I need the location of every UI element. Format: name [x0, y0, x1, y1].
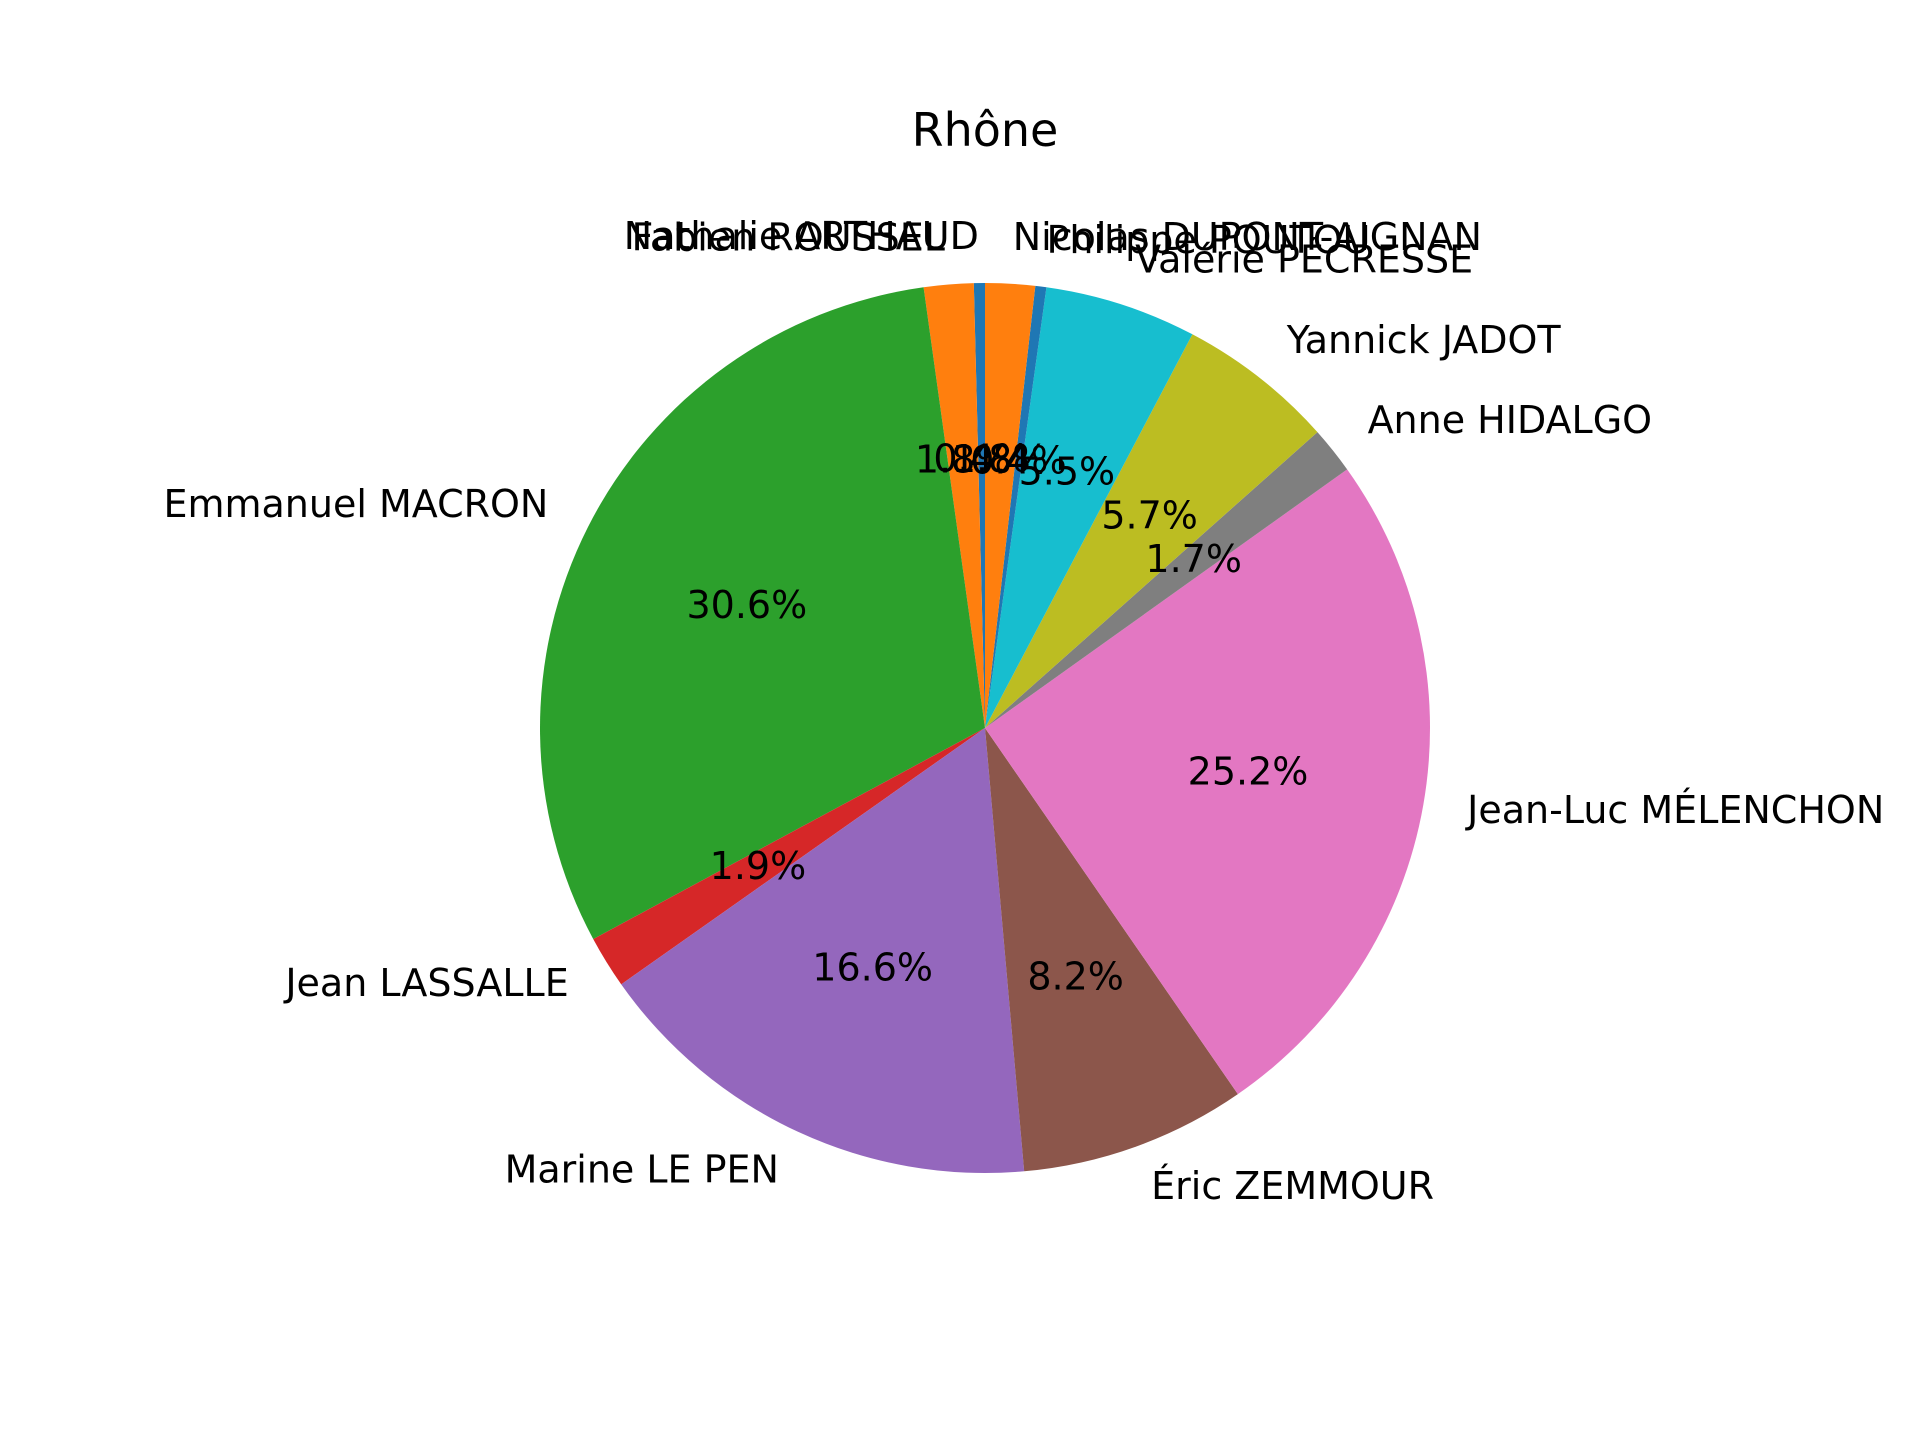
pie-slice-philippe-poutou	[985, 285, 1047, 728]
slice-percent-anne-hidalgo: 1.7%	[1145, 537, 1242, 581]
slice-percent-yannick-jadot: 5.7%	[1101, 493, 1198, 537]
slice-percent-fabien-roussel: 1.8%	[915, 437, 1012, 481]
slice-percent-philippe-poutou: 0.4%	[970, 439, 1067, 483]
slice-label-fabien-roussel: Fabien ROUSSEL	[632, 216, 945, 260]
slice-percent-jean-lassalle: 1.9%	[710, 844, 807, 888]
pie-slices	[539, 283, 1430, 1173]
slice-label-jean-lassalle: Jean LASSALLE	[283, 961, 568, 1005]
pie-slice-nathalie-arthaud	[973, 283, 985, 728]
pie-slice-eric-zemmour	[985, 728, 1238, 1172]
slice-label-philippe-poutou: Philippe POUTOU	[1046, 218, 1370, 262]
pie-slice-jean-luc-melenchon	[985, 469, 1430, 1095]
pie-slice-anne-hidalgo	[985, 432, 1348, 728]
slice-label-yannick-jadot: Yannick JADOT	[1286, 318, 1562, 362]
chart-title: Rhône	[912, 103, 1059, 157]
slice-label-marine-le-pen: Marine LE PEN	[505, 1148, 779, 1192]
pie-slice-yannick-jadot	[985, 334, 1318, 728]
slice-percent-eric-zemmour: 8.2%	[1027, 955, 1124, 999]
pie-slice-emmanuel-macron	[539, 287, 985, 940]
slice-label-anne-hidalgo: Anne HIDALGO	[1368, 398, 1653, 442]
slice-percent-jean-luc-melenchon: 25.2%	[1188, 749, 1309, 793]
slice-label-jean-luc-melenchon: Jean-Luc MÉLENCHON	[1465, 788, 1884, 832]
slice-percent-labels: 0.4%1.8% 30.6% 1.9% 16.6% 8.2% 25.2% 1.7%5.7%5…	[686, 437, 1308, 999]
slice-label-emmanuel-macron: Emmanuel MACRON	[163, 482, 548, 526]
slice-label-valerie-pecresse: Valérie PÉCRESSE	[1135, 238, 1473, 282]
slice-percent-nathalie-arthaud: 0.4%	[933, 437, 1030, 481]
slice-label-nathalie-arthaud: Nathalie ARTHAUD	[624, 214, 979, 258]
pie-slice-marine-le-pen	[621, 728, 1025, 1173]
slice-label-nicolas-dupont-aignan: Nicolas DUPONT-AIGNAN	[1013, 215, 1482, 259]
slice-percent-nicolas-dupont-aignan: 1.8%	[952, 437, 1049, 481]
slice-percent-emmanuel-macron: 30.6%	[686, 583, 807, 627]
slice-percent-marine-le-pen: 16.6%	[812, 946, 933, 990]
pie-slice-nicolas-dupont-aignan	[985, 283, 1036, 728]
slice-percent-valerie-pecresse: 5.5%	[1019, 449, 1116, 493]
pie-slice-fabien-roussel	[923, 283, 985, 728]
pie-slice-jean-lassalle	[593, 728, 985, 985]
slice-label-eric-zemmour: Éric ZEMMOUR	[1151, 1164, 1434, 1208]
pie-slice-valerie-pecresse	[985, 287, 1193, 728]
